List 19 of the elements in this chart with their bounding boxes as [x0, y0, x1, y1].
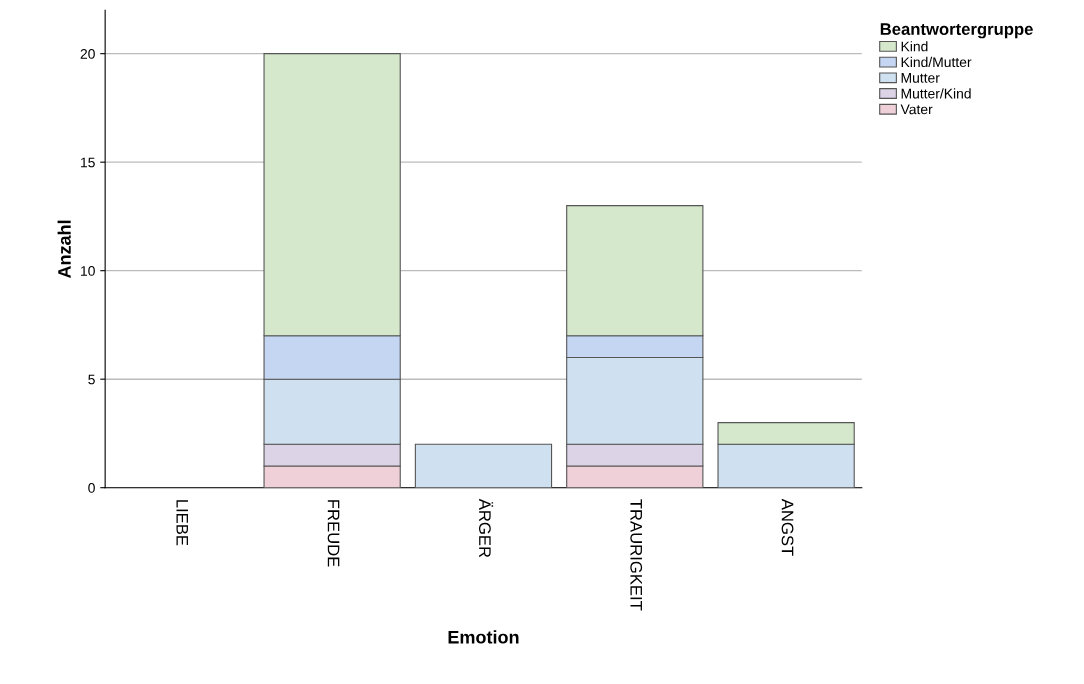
x-axis-title: Emotion	[448, 630, 519, 644]
y-tick-label: 20	[80, 49, 95, 59]
x-tick-label: FREUDE	[327, 500, 340, 567]
legend-label: Kind	[901, 41, 928, 52]
x-tick-label: TRAURIGKEIT	[630, 499, 643, 611]
y-tick-label: 15	[81, 157, 95, 168]
legend-label: Mutter/Kind	[901, 88, 971, 99]
legend-label: Vater	[900, 104, 933, 115]
x-tick-label: LIEBE	[176, 500, 188, 546]
y-axis-title: Anzahl	[57, 220, 71, 279]
legend-label: Kind/Mutter	[901, 56, 972, 68]
legend-title: Beantwortergruppe	[880, 23, 1033, 39]
y-tick-label: 10	[81, 266, 95, 276]
y-tick-label: 5	[88, 374, 95, 385]
x-tick-label: ÄRGER	[478, 498, 494, 558]
x-tick-label: ANGST	[781, 498, 794, 556]
legend-label: Mutter	[901, 73, 940, 83]
bar	[414, 443, 553, 488]
y-tick-label: 0	[88, 483, 95, 493]
